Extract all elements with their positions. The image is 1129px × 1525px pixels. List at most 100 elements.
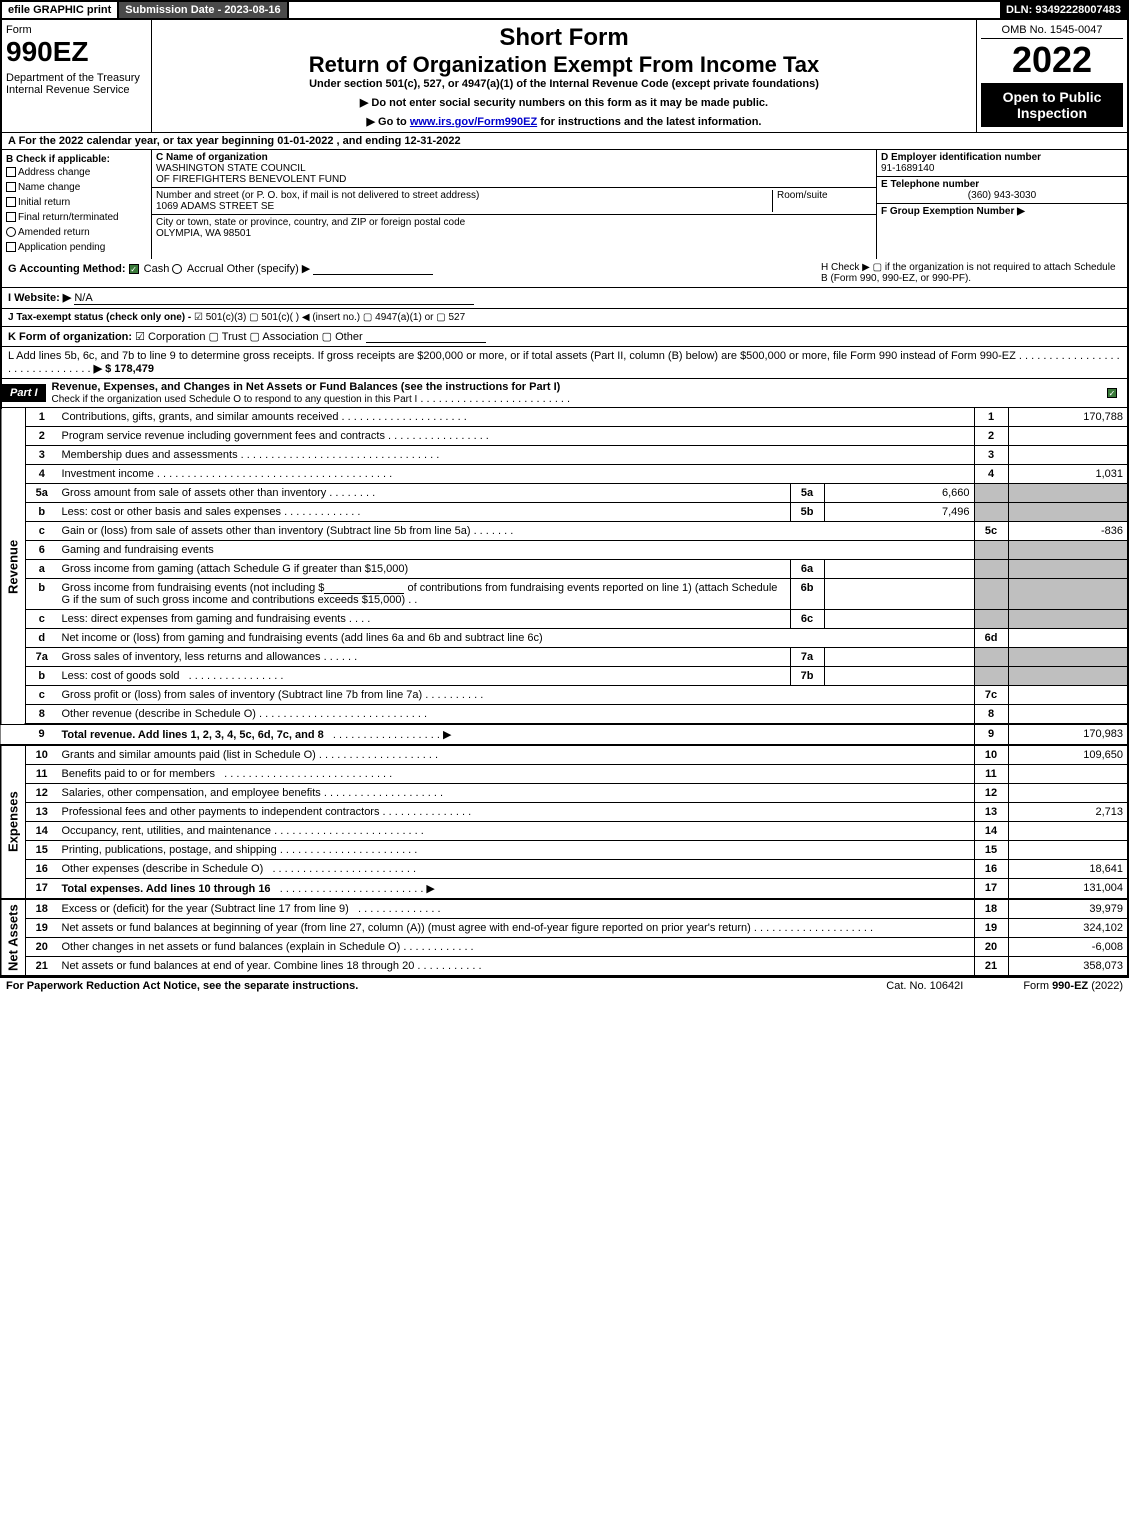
- line-6d-desc: Net income or (loss) from gaming and fun…: [62, 632, 543, 644]
- b-name-change[interactable]: Name change: [6, 180, 147, 195]
- line-5a-desc: Gross amount from sale of assets other t…: [62, 487, 327, 499]
- b-address-change[interactable]: Address change: [6, 165, 147, 180]
- dln-label: DLN: 93492228007483: [1000, 2, 1127, 18]
- e-label: E Telephone number: [881, 179, 1123, 190]
- line-7b-desc: Less: cost of goods sold: [62, 670, 180, 682]
- line-8-val: [1008, 705, 1128, 725]
- footer: For Paperwork Reduction Act Notice, see …: [0, 977, 1129, 994]
- row-l-receipts: L Add lines 5b, 6c, and 7b to line 9 to …: [0, 347, 1129, 379]
- line-21-val: 358,073: [1008, 957, 1128, 977]
- revenue-side-label: Revenue: [1, 408, 26, 724]
- line-14-val: [1008, 822, 1128, 841]
- line-12-desc: Salaries, other compensation, and employ…: [62, 787, 321, 799]
- line-21-desc: Net assets or fund balances at end of ye…: [62, 960, 415, 972]
- line-15-val: [1008, 841, 1128, 860]
- line-1-rno: 1: [974, 408, 1008, 427]
- line-7a-subval: [824, 648, 974, 667]
- part-i-check[interactable]: ✓: [1107, 388, 1117, 398]
- line-11-desc: Benefits paid to or for members: [62, 768, 215, 780]
- line-9-val: 170,983: [1008, 724, 1128, 745]
- line-19-desc: Net assets or fund balances at beginning…: [62, 922, 751, 934]
- b-label: B Check if applicable:: [6, 154, 147, 165]
- b-final-return[interactable]: Final return/terminated: [6, 210, 147, 225]
- line-16-desc: Other expenses (describe in Schedule O): [62, 863, 264, 875]
- street-label: Number and street (or P. O. box, if mail…: [156, 190, 772, 201]
- line-14-desc: Occupancy, rent, utilities, and maintena…: [62, 825, 272, 837]
- line-7c-desc: Gross profit or (loss) from sales of inv…: [62, 689, 423, 701]
- return-title: Return of Organization Exempt From Incom…: [160, 52, 968, 78]
- line-7b-subval: [824, 667, 974, 686]
- line-5b-desc: Less: cost or other basis and sales expe…: [62, 506, 282, 518]
- line-17-desc: Total expenses. Add lines 10 through 16: [62, 883, 271, 895]
- b-application-pending[interactable]: Application pending: [6, 240, 147, 255]
- b-amended-return[interactable]: Amended return: [6, 225, 147, 240]
- line-6b-amount-input[interactable]: [324, 582, 404, 594]
- line-20-desc: Other changes in net assets or fund bala…: [62, 941, 401, 953]
- line-6b-subval: [824, 579, 974, 610]
- irs-link[interactable]: www.irs.gov/Form990EZ: [410, 116, 537, 128]
- line-13-val: 2,713: [1008, 803, 1128, 822]
- b-initial-return[interactable]: Initial return: [6, 195, 147, 210]
- netassets-side-label: Net Assets: [1, 899, 26, 976]
- website-value: N/A: [74, 292, 92, 304]
- line-5a-subval: 6,660: [824, 484, 974, 503]
- instructions-link-row: ▶ Go to www.irs.gov/Form990EZ for instru…: [160, 115, 968, 128]
- line-20-val: -6,008: [1008, 938, 1128, 957]
- line-5a-sub: 5a: [790, 484, 824, 503]
- line-15-desc: Printing, publications, postage, and shi…: [62, 844, 277, 856]
- phone-value: (360) 943-3030: [881, 190, 1123, 201]
- line-18-val: 39,979: [1008, 899, 1128, 919]
- part-i-check-text: Check if the organization used Schedule …: [52, 394, 418, 405]
- line-6a-subval: [824, 560, 974, 579]
- omb-number: OMB No. 1545-0047: [981, 24, 1123, 39]
- line-3-desc: Membership dues and assessments: [62, 449, 238, 461]
- cat-no: Cat. No. 10642I: [886, 980, 963, 992]
- part-i-label: Part I: [2, 384, 46, 402]
- line-5b-subval: 7,496: [824, 503, 974, 522]
- form-version: Form 990-EZ (2022): [1023, 980, 1123, 992]
- short-form-title: Short Form: [160, 24, 968, 52]
- line-17-val: 131,004: [1008, 879, 1128, 900]
- f-label: F Group Exemption Number ▶: [881, 206, 1123, 217]
- dept-label: Department of the Treasury Internal Reve…: [6, 72, 147, 96]
- row-j-exempt: J Tax-exempt status (check only one) - ☑…: [0, 309, 1129, 327]
- k-other-input[interactable]: [366, 331, 486, 343]
- form-label: Form: [6, 24, 147, 36]
- city-value: OLYMPIA, WA 98501: [156, 228, 872, 239]
- tax-year: 2022: [981, 39, 1123, 81]
- col-b: B Check if applicable: Address change Na…: [2, 150, 152, 259]
- line-4-val: 1,031: [1008, 465, 1128, 484]
- line-7a-desc: Gross sales of inventory, less returns a…: [62, 651, 321, 663]
- h-schedule-b: H Check ▶ ▢ if the organization is not r…: [821, 262, 1121, 284]
- paperwork-notice: For Paperwork Reduction Act Notice, see …: [6, 980, 358, 992]
- line-2-val: [1008, 427, 1128, 446]
- room-suite-label: Room/suite: [772, 190, 872, 212]
- line-19-val: 324,102: [1008, 919, 1128, 938]
- g-cash-check[interactable]: ✓: [129, 264, 139, 274]
- line-16-val: 18,641: [1008, 860, 1128, 879]
- row-k-org: K Form of organization: ☑ Corporation ▢ …: [0, 327, 1129, 347]
- goto-pre: ▶ Go to: [367, 116, 410, 128]
- col-c: C Name of organization WASHINGTON STATE …: [152, 150, 877, 259]
- submission-date: Submission Date - 2023-08-16: [119, 2, 288, 18]
- city-label: City or town, state or province, country…: [156, 217, 872, 228]
- box-b-through-f: B Check if applicable: Address change Na…: [0, 150, 1129, 259]
- efile-label[interactable]: efile GRAPHIC print: [2, 2, 119, 18]
- g-other-input[interactable]: [313, 263, 433, 275]
- line-11-val: [1008, 765, 1128, 784]
- line-6d-val: [1008, 629, 1128, 648]
- line-6a-desc: Gross income from gaming (attach Schedul…: [62, 563, 409, 575]
- line-6-desc: Gaming and fundraising events: [58, 541, 975, 560]
- open-to-public: Open to Public Inspection: [981, 83, 1123, 127]
- line-7c-val: [1008, 686, 1128, 705]
- c-label: C Name of organization: [156, 152, 872, 163]
- g-accrual-radio[interactable]: [172, 264, 182, 274]
- line-9-desc: Total revenue. Add lines 1, 2, 3, 4, 5c,…: [62, 729, 324, 741]
- line-3-val: [1008, 446, 1128, 465]
- under-section: Under section 501(c), 527, or 4947(a)(1)…: [160, 78, 968, 90]
- row-g-h: G Accounting Method: ✓ Cash Accrual Othe…: [0, 259, 1129, 288]
- line-5c-desc: Gain or (loss) from sale of assets other…: [62, 525, 471, 537]
- ssn-warning: ▶ Do not enter social security numbers o…: [160, 96, 968, 109]
- d-label: D Employer identification number: [881, 152, 1123, 163]
- line-12-val: [1008, 784, 1128, 803]
